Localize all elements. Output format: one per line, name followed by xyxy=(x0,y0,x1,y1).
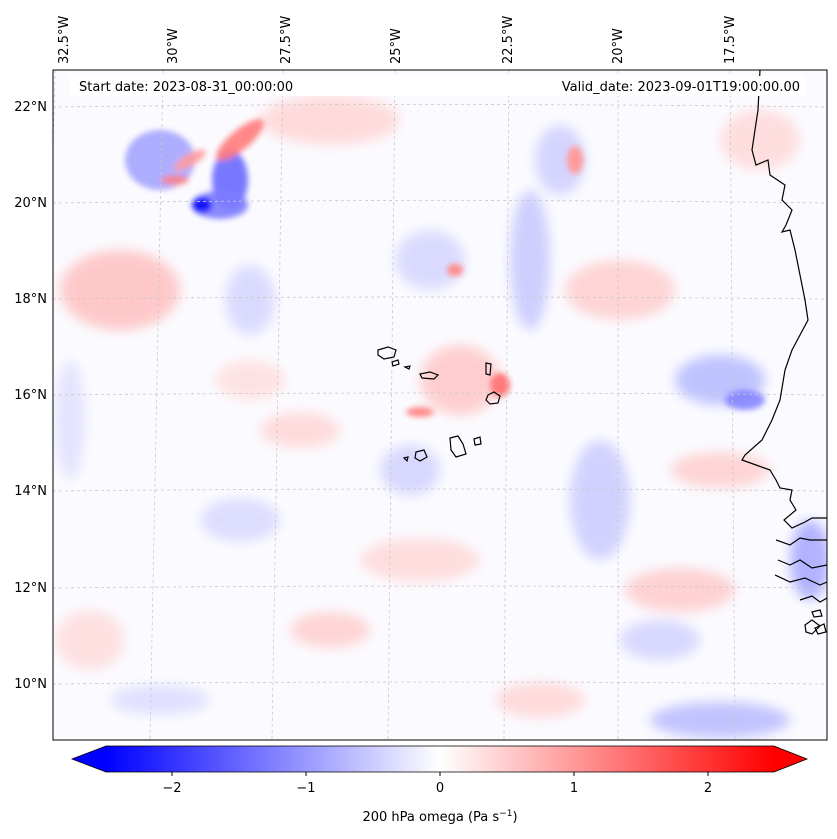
lon-label: 30°W xyxy=(166,28,181,64)
map-frame xyxy=(52,69,828,741)
date-strip xyxy=(70,76,806,96)
map-panel: Start date: 2023-08-31_00:00:00 Valid_da… xyxy=(52,69,828,741)
cape-verde-islands xyxy=(377,346,501,463)
colorbar-tick-label: −2 xyxy=(162,781,181,796)
colorbar-tick-label: 0 xyxy=(436,781,444,796)
lon-label: 25°W xyxy=(389,28,404,64)
lat-label: 22°N xyxy=(14,100,47,115)
colorbar-tick-label: 2 xyxy=(704,781,712,796)
colorbar-label: 200 hPa omega (Pa s−1) xyxy=(362,809,517,825)
lon-label: 32.5°W xyxy=(57,16,72,64)
lat-label: 10°N xyxy=(14,677,47,692)
lon-label: 27.5°W xyxy=(279,16,294,64)
lon-label: 17.5°W xyxy=(723,16,738,64)
colorbar-label-close: ) xyxy=(512,810,517,825)
lat-label: 20°N xyxy=(14,196,47,211)
lon-label: 20°W xyxy=(611,28,626,64)
lon-label: 22.5°W xyxy=(501,16,516,64)
colorbar-gradient xyxy=(106,746,774,772)
colorbar: −2 −1 0 1 2 200 hPa omega (Pa s−1) xyxy=(70,745,809,825)
colorbar-outline xyxy=(70,745,809,773)
lat-label: 18°N xyxy=(14,292,47,307)
valid-date-label: Valid_date: 2023-09-01T19:00:00.00 xyxy=(562,80,800,95)
colorbar-tick-label: −1 xyxy=(296,781,315,796)
colorbar-extend-max xyxy=(774,746,807,772)
longitude-labels: 32.5°W 30°W 27.5°W 25°W 22.5°W 20°W 17.5… xyxy=(57,16,738,64)
latitude-labels: 22°N 20°N 18°N 16°N 14°N 12°N 10°N xyxy=(14,100,47,692)
colorbar-tick-label: 1 xyxy=(570,781,578,796)
start-date-label: Start date: 2023-08-31_00:00:00 xyxy=(79,80,293,95)
lat-label: 16°N xyxy=(14,388,47,403)
gridlines xyxy=(53,70,827,740)
omega-field xyxy=(55,95,827,738)
lat-label: 12°N xyxy=(14,581,47,596)
colorbar-extend-min xyxy=(72,746,106,772)
african-coastline xyxy=(741,70,827,635)
lat-label: 14°N xyxy=(14,484,47,499)
colorbar-label-exponent: −1 xyxy=(499,809,512,819)
colorbar-label-text: 200 hPa omega (Pa s xyxy=(362,810,499,825)
